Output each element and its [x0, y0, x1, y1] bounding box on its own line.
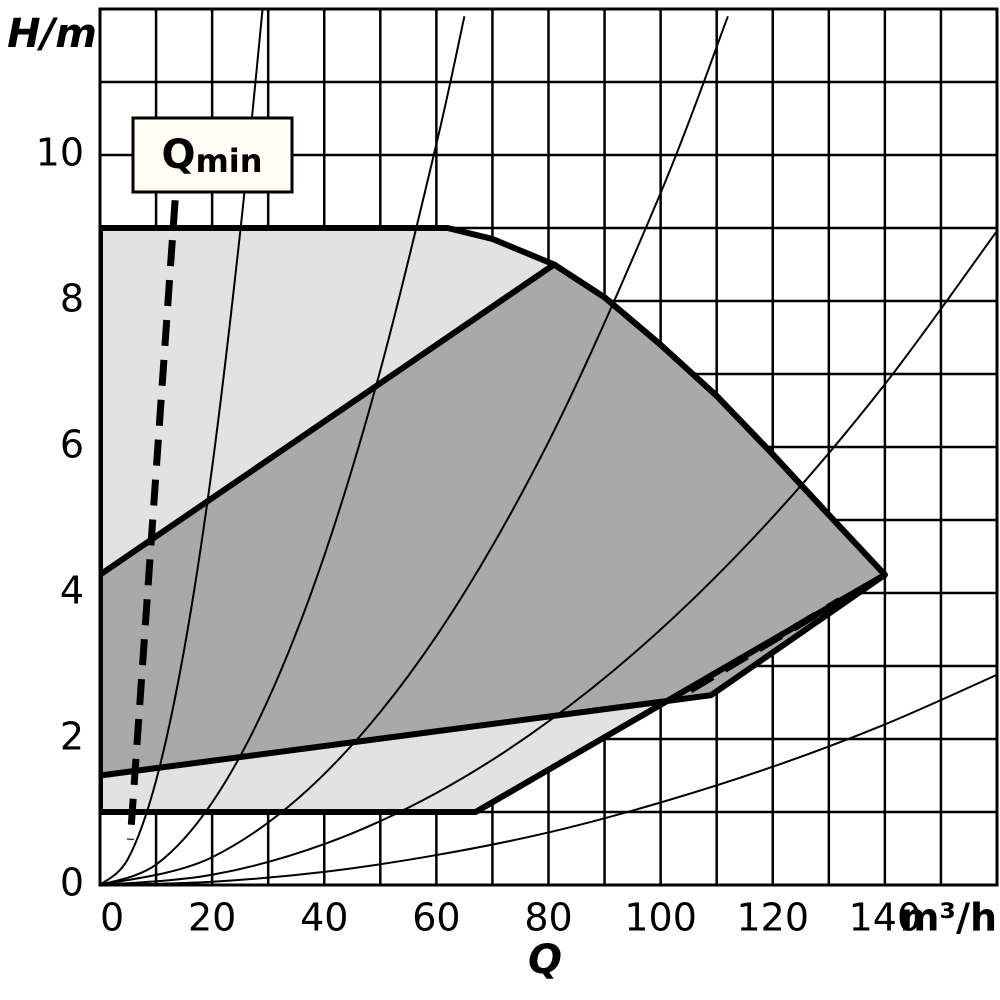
y-tick-label: 4 [60, 569, 84, 613]
x-tick-label: 0 [100, 896, 124, 940]
x-tick-label: 20 [188, 896, 236, 940]
dashed-line [688, 597, 842, 694]
y-tick-label: 2 [60, 715, 84, 759]
annotation: Qmin [131, 116, 294, 194]
y-tick-label: 8 [60, 277, 84, 321]
system-curve [100, 673, 997, 885]
x-unit: m³/h [900, 896, 997, 940]
system-curve [100, 9, 264, 885]
x-tick-label: 140 [849, 896, 922, 940]
system-curve [100, 15, 729, 885]
annotation-box [131, 116, 294, 194]
system-curve [100, 16, 466, 885]
dashed-line [126, 200, 179, 840]
x-axis-label: Q [528, 937, 562, 983]
region-outline [100, 261, 888, 779]
x-tick-label: 60 [412, 896, 460, 940]
plot-area [100, 9, 997, 885]
plot-frame [98, 7, 999, 887]
x-tick-label: 80 [524, 896, 572, 940]
x-tick-label: 120 [736, 896, 809, 940]
y-tick-label: 6 [60, 423, 84, 467]
annotation-sub: min [195, 142, 262, 180]
region [100, 264, 885, 776]
annotation-text: Qmin [161, 132, 262, 180]
y-axis-label: H/m [7, 11, 97, 57]
system-curve [100, 230, 997, 885]
y-tick-label: 0 [60, 861, 84, 905]
y-tick-label: 10 [36, 131, 84, 175]
labels: 0 20 40 60 80 100 120 140 0 2 4 6 8 10 [36, 131, 922, 940]
annotation-main: Q [161, 132, 195, 178]
x-tick-label: 40 [300, 896, 348, 940]
x-tick-label: 100 [624, 896, 697, 940]
